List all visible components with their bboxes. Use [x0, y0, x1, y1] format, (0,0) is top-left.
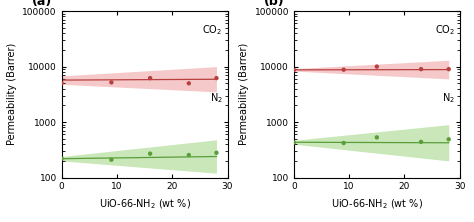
Point: [58, 81, 65, 85]
Point: [213, 76, 220, 80]
Text: (a): (a): [32, 0, 52, 8]
Point: [290, 141, 298, 144]
Text: CO$_2$: CO$_2$: [435, 23, 455, 37]
Point: [417, 67, 425, 71]
X-axis label: UiO-66-NH$_2$ (wt %): UiO-66-NH$_2$ (wt %): [331, 197, 423, 211]
Point: [108, 158, 115, 161]
Y-axis label: Permeability (Barrer): Permeability (Barrer): [239, 43, 249, 145]
X-axis label: UiO-66-NH$_2$ (wt %): UiO-66-NH$_2$ (wt %): [99, 197, 191, 211]
Point: [373, 136, 381, 139]
Point: [445, 137, 453, 141]
Point: [185, 81, 192, 85]
Text: (b): (b): [264, 0, 285, 8]
Y-axis label: Permeability (Barrer): Permeability (Barrer): [7, 43, 17, 145]
Point: [146, 76, 154, 80]
Point: [445, 67, 453, 71]
Point: [213, 151, 220, 155]
Point: [373, 65, 381, 68]
Point: [340, 68, 347, 71]
Text: N$_2$: N$_2$: [210, 91, 222, 105]
Point: [185, 153, 192, 157]
Point: [340, 141, 347, 145]
Text: N$_2$: N$_2$: [442, 91, 455, 105]
Point: [417, 140, 425, 144]
Point: [290, 68, 298, 72]
Point: [108, 81, 115, 84]
Text: CO$_2$: CO$_2$: [202, 23, 222, 37]
Point: [58, 157, 65, 160]
Point: [146, 152, 154, 155]
